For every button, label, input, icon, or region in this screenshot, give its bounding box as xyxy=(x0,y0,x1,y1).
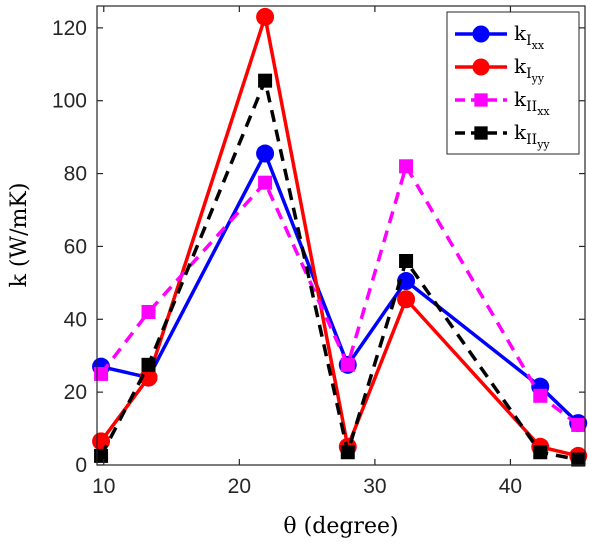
data-point xyxy=(397,272,416,291)
y-tick-label: 120 xyxy=(52,17,87,40)
y-tick-label: 60 xyxy=(64,235,87,258)
series-0 xyxy=(92,144,588,433)
data-point xyxy=(256,7,275,26)
legend-entry: kIIxx xyxy=(455,87,550,118)
legend-marker xyxy=(472,58,490,76)
legend-label: kIIxx xyxy=(514,87,550,118)
data-point xyxy=(258,73,273,88)
y-tick-label: 100 xyxy=(52,90,87,113)
y-tick-label: 20 xyxy=(64,381,87,404)
data-point xyxy=(340,445,355,460)
data-point xyxy=(92,432,111,451)
data-point xyxy=(141,305,156,319)
data-point xyxy=(94,366,109,381)
y-axis-label: k (W/mK) xyxy=(7,183,32,288)
data-point xyxy=(533,445,548,460)
data-point xyxy=(397,290,416,309)
plot-frame xyxy=(96,5,586,466)
legend-marker xyxy=(474,126,488,140)
x-tick-label: 30 xyxy=(363,475,386,498)
legend-label: kIIyy xyxy=(514,120,550,151)
data-point xyxy=(256,144,275,163)
legend-entry: kIxx xyxy=(455,21,545,52)
data-point xyxy=(94,448,109,463)
legend-entry: kIIyy xyxy=(455,120,550,151)
data-point xyxy=(258,175,273,190)
y-tick-label: 80 xyxy=(64,163,87,186)
x-axis-label: θ (degree) xyxy=(283,514,398,539)
series-line xyxy=(99,164,580,427)
series-2 xyxy=(94,159,586,432)
data-point xyxy=(340,357,355,372)
data-point xyxy=(399,254,414,268)
data-point xyxy=(139,368,158,387)
x-axis-ticks: 10 20 30 40 xyxy=(92,6,522,498)
data-point xyxy=(533,388,548,403)
series-line xyxy=(100,151,580,425)
y-axis-ticks: 0 20 40 60 80 100 120 xyxy=(52,17,585,477)
legend-label: kIxx xyxy=(514,21,545,52)
x-tick-label: 10 xyxy=(92,475,115,498)
data-point xyxy=(141,357,156,372)
y-tick-label: 0 xyxy=(75,454,87,477)
legend-label: kIyy xyxy=(514,54,545,85)
data-point xyxy=(571,417,586,432)
x-tick-label: 20 xyxy=(228,475,251,498)
y-tick-label: 40 xyxy=(64,308,87,331)
data-point xyxy=(399,159,414,174)
legend-marker xyxy=(474,93,488,107)
legend-entry: kIyy xyxy=(455,54,545,85)
data-point xyxy=(571,452,586,467)
x-tick-label: 40 xyxy=(499,475,522,498)
legend-marker xyxy=(472,25,490,43)
